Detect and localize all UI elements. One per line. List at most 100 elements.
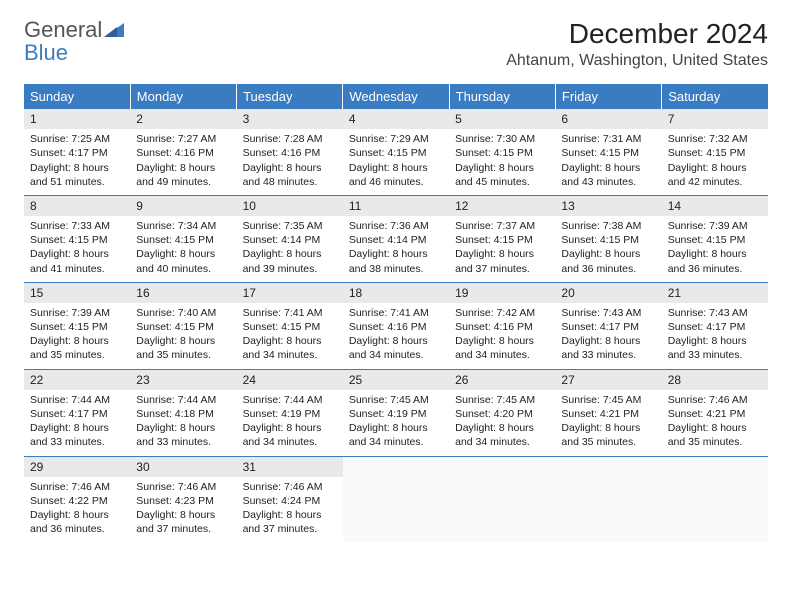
- calendar-day-cell: 18Sunrise: 7:41 AMSunset: 4:16 PMDayligh…: [343, 282, 449, 369]
- day-details: Sunrise: 7:30 AMSunset: 4:15 PMDaylight:…: [455, 132, 549, 189]
- day-number: 3: [237, 109, 343, 129]
- day-details: Sunrise: 7:33 AMSunset: 4:15 PMDaylight:…: [30, 219, 124, 276]
- weekday-header: Tuesday: [237, 84, 343, 109]
- weekday-header: Friday: [555, 84, 661, 109]
- day-number: 10: [237, 196, 343, 216]
- day-number: 4: [343, 109, 449, 129]
- day-number: 14: [662, 196, 768, 216]
- day-details: Sunrise: 7:45 AMSunset: 4:21 PMDaylight:…: [561, 393, 655, 450]
- calendar-day-cell: 9 Sunrise: 7:34 AMSunset: 4:15 PMDaylight…: [130, 195, 236, 282]
- calendar-day-cell: 15Sunrise: 7:39 AMSunset: 4:15 PMDayligh…: [24, 282, 130, 369]
- calendar-day-cell: 2Sunrise: 7:27 AMSunset: 4:16 PMDaylight…: [130, 109, 236, 195]
- day-details: Sunrise: 7:45 AMSunset: 4:20 PMDaylight:…: [455, 393, 549, 450]
- day-details: Sunrise: 7:39 AMSunset: 4:15 PMDaylight:…: [668, 219, 762, 276]
- calendar-day-cell: 25 Sunrise: 7:45 AMSunset: 4:19 PMDayligh…: [343, 369, 449, 456]
- calendar-day-cell: 5 Sunrise: 7:30 AMSunset: 4:15 PMDaylight…: [449, 109, 555, 195]
- day-details: Sunrise: 7:45 AMSunset: 4:19 PMDaylight:…: [349, 393, 443, 450]
- day-number: 1: [24, 109, 130, 129]
- day-details: Sunrise: 7:40 AMSunset: 4:15 PMDaylight:…: [136, 306, 230, 363]
- day-details: Sunrise: 7:36 AMSunset: 4:14 PMDaylight:…: [349, 219, 443, 276]
- logo: General Blue: [24, 18, 126, 64]
- calendar-day-cell: 13Sunrise: 7:38 AMSunset: 4:15 PMDayligh…: [555, 195, 661, 282]
- calendar-day-cell: 8Sunrise: 7:33 AMSunset: 4:15 PMDaylight…: [24, 195, 130, 282]
- day-details: Sunrise: 7:25 AMSunset: 4:17 PMDaylight:…: [30, 132, 124, 189]
- logo-word-1: General: [24, 17, 102, 42]
- day-number: 23: [130, 370, 236, 390]
- day-details: Sunrise: 7:46 AMSunset: 4:22 PMDaylight:…: [30, 480, 124, 537]
- calendar-day-cell: 26 Sunrise: 7:45 AMSunset: 4:20 PMDayligh…: [449, 369, 555, 456]
- day-details: Sunrise: 7:28 AMSunset: 4:16 PMDaylight:…: [243, 132, 337, 189]
- day-number: 13: [555, 196, 661, 216]
- calendar-week: 1 Sunrise: 7:25 AMSunset: 4:17 PMDaylight…: [24, 109, 768, 195]
- day-number: 27: [555, 370, 661, 390]
- day-number: 7: [662, 109, 768, 129]
- calendar-day-cell: 4Sunrise: 7:29 AMSunset: 4:15 PMDaylight…: [343, 109, 449, 195]
- calendar-day-cell: 7 Sunrise: 7:32 AMSunset: 4:15 PMDaylight…: [662, 109, 768, 195]
- calendar-day-cell: 22 Sunrise: 7:44 AMSunset: 4:17 PMDayligh…: [24, 369, 130, 456]
- day-details: Sunrise: 7:46 AMSunset: 4:24 PMDaylight:…: [243, 480, 337, 537]
- calendar-day-cell: 1 Sunrise: 7:25 AMSunset: 4:17 PMDaylight…: [24, 109, 130, 195]
- day-number: 18: [343, 283, 449, 303]
- day-number: 30: [130, 457, 236, 477]
- calendar-week: 15Sunrise: 7:39 AMSunset: 4:15 PMDayligh…: [24, 282, 768, 369]
- day-details: Sunrise: 7:41 AMSunset: 4:15 PMDaylight:…: [243, 306, 337, 363]
- calendar-day-cell: 3 Sunrise: 7:28 AMSunset: 4:16 PMDaylight…: [237, 109, 343, 195]
- calendar-day-cell: 10 Sunrise: 7:35 AMSunset: 4:14 PMDayligh…: [237, 195, 343, 282]
- calendar-week: 29Sunrise: 7:46 AMSunset: 4:22 PMDayligh…: [24, 456, 768, 542]
- day-number: 24: [237, 370, 343, 390]
- day-details: Sunrise: 7:43 AMSunset: 4:17 PMDaylight:…: [668, 306, 762, 363]
- day-details: Sunrise: 7:35 AMSunset: 4:14 PMDaylight:…: [243, 219, 337, 276]
- calendar-day-cell: 20 Sunrise: 7:43 AMSunset: 4:17 PMDayligh…: [555, 282, 661, 369]
- day-number: 15: [24, 283, 130, 303]
- day-details: Sunrise: 7:32 AMSunset: 4:15 PMDaylight:…: [668, 132, 762, 189]
- calendar-day-cell: [449, 456, 555, 542]
- day-number: 6: [555, 109, 661, 129]
- day-number: 12: [449, 196, 555, 216]
- logo-triangle-icon: [104, 20, 126, 43]
- calendar-day-cell: 19 Sunrise: 7:42 AMSunset: 4:16 PMDayligh…: [449, 282, 555, 369]
- weekday-header: Saturday: [662, 84, 768, 109]
- day-number: 21: [662, 283, 768, 303]
- day-details: Sunrise: 7:44 AMSunset: 4:19 PMDaylight:…: [243, 393, 337, 450]
- calendar-day-cell: 6 Sunrise: 7:31 AMSunset: 4:15 PMDaylight…: [555, 109, 661, 195]
- calendar-week: 8Sunrise: 7:33 AMSunset: 4:15 PMDaylight…: [24, 195, 768, 282]
- weekday-header: Wednesday: [343, 84, 449, 109]
- day-number: 19: [449, 283, 555, 303]
- day-details: Sunrise: 7:27 AMSunset: 4:16 PMDaylight:…: [136, 132, 230, 189]
- day-details: Sunrise: 7:34 AMSunset: 4:15 PMDaylight:…: [136, 219, 230, 276]
- day-number: 20: [555, 283, 661, 303]
- calendar-header: SundayMondayTuesdayWednesdayThursdayFrid…: [24, 84, 768, 109]
- day-number: 16: [130, 283, 236, 303]
- calendar-day-cell: 14 Sunrise: 7:39 AMSunset: 4:15 PMDayligh…: [662, 195, 768, 282]
- calendar-day-cell: 27 Sunrise: 7:45 AMSunset: 4:21 PMDayligh…: [555, 369, 661, 456]
- calendar-day-cell: [555, 456, 661, 542]
- day-number: 9: [130, 196, 236, 216]
- day-details: Sunrise: 7:42 AMSunset: 4:16 PMDaylight:…: [455, 306, 549, 363]
- calendar-day-cell: 23 Sunrise: 7:44 AMSunset: 4:18 PMDayligh…: [130, 369, 236, 456]
- day-number: 31: [237, 457, 343, 477]
- calendar-day-cell: 28 Sunrise: 7:46 AMSunset: 4:21 PMDayligh…: [662, 369, 768, 456]
- day-details: Sunrise: 7:31 AMSunset: 4:15 PMDaylight:…: [561, 132, 655, 189]
- calendar-week: 22 Sunrise: 7:44 AMSunset: 4:17 PMDayligh…: [24, 369, 768, 456]
- day-number: 28: [662, 370, 768, 390]
- day-details: Sunrise: 7:44 AMSunset: 4:17 PMDaylight:…: [30, 393, 124, 450]
- calendar-body: 1 Sunrise: 7:25 AMSunset: 4:17 PMDaylight…: [24, 109, 768, 542]
- day-number: 17: [237, 283, 343, 303]
- day-number: 22: [24, 370, 130, 390]
- calendar-day-cell: 29Sunrise: 7:46 AMSunset: 4:22 PMDayligh…: [24, 456, 130, 542]
- day-details: Sunrise: 7:46 AMSunset: 4:21 PMDaylight:…: [668, 393, 762, 450]
- day-number: 26: [449, 370, 555, 390]
- logo-word-2: Blue: [24, 40, 68, 65]
- header: General Blue December 2024 Ahtanum, Wash…: [24, 18, 768, 70]
- calendar-day-cell: 30Sunrise: 7:46 AMSunset: 4:23 PMDayligh…: [130, 456, 236, 542]
- calendar-day-cell: 11Sunrise: 7:36 AMSunset: 4:14 PMDayligh…: [343, 195, 449, 282]
- location: Ahtanum, Washington, United States: [506, 52, 768, 70]
- title-block: December 2024 Ahtanum, Washington, Unite…: [506, 18, 768, 70]
- day-details: Sunrise: 7:44 AMSunset: 4:18 PMDaylight:…: [136, 393, 230, 450]
- day-number: 25: [343, 370, 449, 390]
- calendar-day-cell: 21 Sunrise: 7:43 AMSunset: 4:17 PMDayligh…: [662, 282, 768, 369]
- calendar-day-cell: [662, 456, 768, 542]
- day-number: 5: [449, 109, 555, 129]
- calendar-day-cell: 17 Sunrise: 7:41 AMSunset: 4:15 PMDayligh…: [237, 282, 343, 369]
- day-details: Sunrise: 7:43 AMSunset: 4:17 PMDaylight:…: [561, 306, 655, 363]
